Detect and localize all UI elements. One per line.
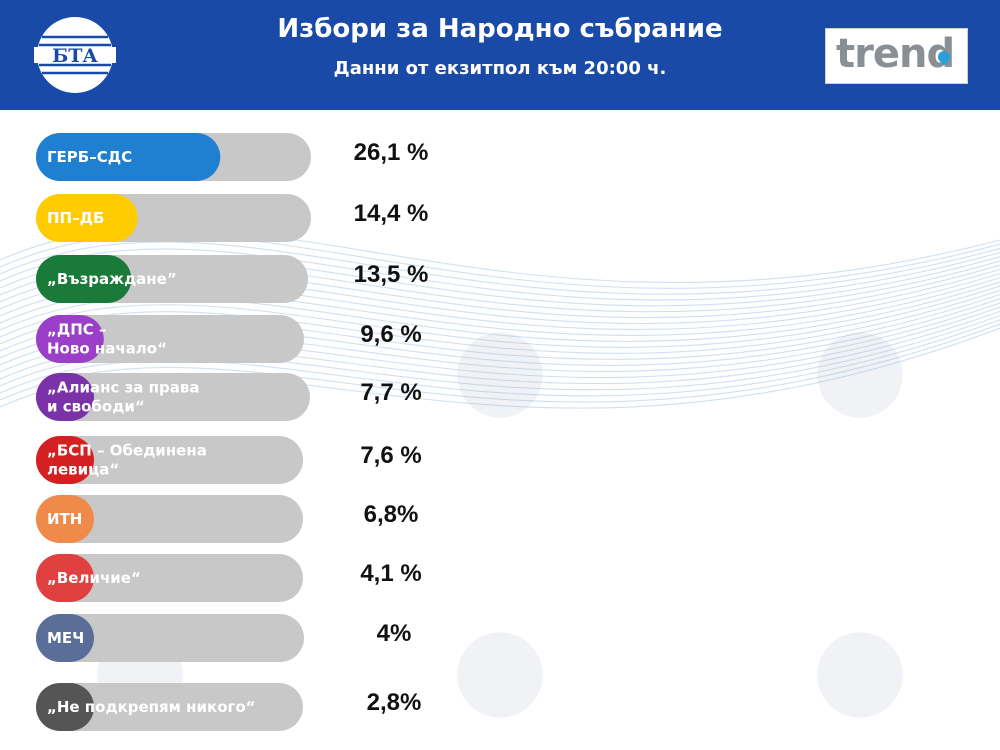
page-title: Избори за Народно събрание (277, 14, 723, 44)
bar (36, 255, 132, 303)
bar-track (36, 683, 303, 731)
bar (36, 495, 94, 543)
bar (36, 614, 94, 662)
value-label: 26,1 % (354, 139, 429, 166)
bar-label: ПП–ДБ (47, 209, 104, 227)
bar (36, 554, 94, 602)
value-label: 4,1 % (360, 560, 421, 587)
value-label: 9,6 % (360, 321, 421, 348)
svg-text:БТА: БТА (52, 45, 98, 67)
bar-track (36, 614, 304, 662)
bar (36, 683, 94, 731)
value-label: 4% (377, 620, 412, 647)
trend-logo: trend (825, 28, 968, 84)
bar-label: „Алианс за права и свободи“ (47, 379, 199, 416)
bar-label: „Не подкрепям никого“ (47, 698, 256, 716)
bar (36, 315, 104, 363)
trend-logo-text: trend (836, 31, 955, 77)
watermark-logo (817, 632, 903, 718)
bar-label: „Величие“ (47, 569, 141, 587)
value-label: 14,4 % (354, 200, 429, 227)
bar-label: „ДПС – Ново начало“ (47, 321, 167, 358)
value-label: 2,8% (367, 689, 422, 716)
value-label: 6,8% (364, 501, 419, 528)
header-banner: БТА Избори за Народно събрание Данни от … (0, 0, 1000, 110)
bar (36, 133, 221, 181)
bar-label: ГЕРБ–СДС (47, 148, 132, 166)
bar-label: „Възраждане” (47, 270, 177, 288)
page-subtitle: Данни от екзитпол към 20:00 ч. (333, 58, 667, 79)
bar-track (36, 554, 303, 602)
value-label: 7,6 % (360, 442, 421, 469)
watermark-logo (457, 332, 543, 418)
bar (36, 436, 94, 484)
bar-track (36, 495, 303, 543)
bar-track (36, 436, 303, 484)
bta-logo: БТА (34, 17, 116, 93)
bar (36, 194, 138, 242)
watermark-logo (457, 632, 543, 718)
value-label: 7,7 % (360, 379, 421, 406)
bar (36, 373, 94, 421)
value-label: 13,5 % (354, 261, 429, 288)
bar-label: ИТН (47, 510, 82, 528)
bar-track (36, 373, 310, 421)
watermark-logo (817, 332, 903, 418)
bar-label: „БСП – Обединена левица“ (47, 442, 207, 479)
bar-track (36, 315, 304, 363)
bar-label: МЕЧ (47, 629, 84, 647)
